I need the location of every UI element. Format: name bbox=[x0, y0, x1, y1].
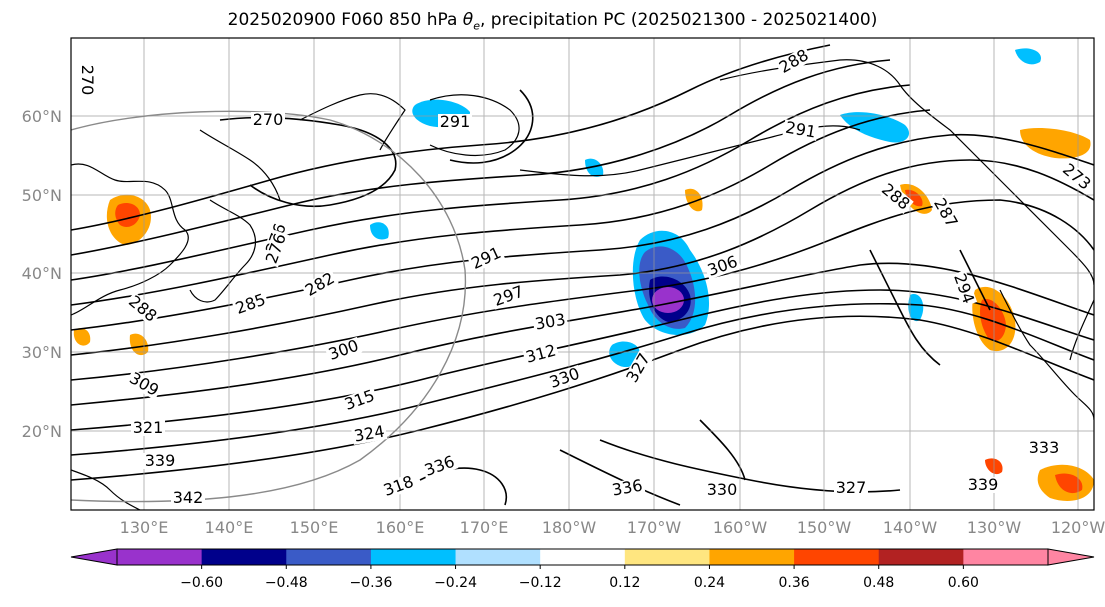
longitude-label: 150°W bbox=[797, 518, 852, 537]
longitude-label: 130°W bbox=[967, 518, 1022, 537]
graticule bbox=[71, 38, 1094, 510]
contour-label: 330 bbox=[707, 480, 738, 499]
precip-blob bbox=[115, 203, 140, 227]
colorbar-segment bbox=[963, 549, 1049, 565]
map-frame bbox=[70, 37, 1095, 511]
precip-blob bbox=[1015, 48, 1041, 65]
precip-blob bbox=[585, 158, 604, 177]
latitude-label: 30°N bbox=[22, 343, 62, 362]
colorbar-extend-low bbox=[70, 548, 118, 566]
contour-label: 291 bbox=[440, 112, 471, 131]
longitude-label: 140°E bbox=[205, 518, 254, 537]
precip-blob bbox=[1020, 128, 1091, 159]
colorbar-outline bbox=[116, 548, 1049, 566]
longitude-labels: 130°E 140°E 150°E 160°E 170°E 180°W 170°W 160°W… bbox=[120, 518, 1105, 537]
precip-blob bbox=[609, 341, 641, 368]
colorbar-segment bbox=[709, 549, 795, 565]
longitude-label: 180°W bbox=[542, 518, 597, 537]
contour-label: 327 bbox=[836, 478, 867, 497]
colorbar-tick-label: 0.24 bbox=[694, 575, 725, 591]
colorbar-segment bbox=[540, 549, 626, 565]
colorbar: −0.60 −0.48 −0.36 −0.24 −0.12 0.12 0.24 0.36 0.4… bbox=[70, 548, 1095, 591]
latitude-labels: 60°N 50°N 40°N 30°N 20°N bbox=[22, 107, 62, 441]
colorbar-tick-label: 0.12 bbox=[609, 575, 640, 591]
colorbar-tick-label: −0.60 bbox=[180, 575, 223, 591]
contour-label: 339 bbox=[145, 451, 176, 470]
contour-label: 339 bbox=[968, 475, 999, 494]
colorbar-tick-label: −0.36 bbox=[349, 575, 392, 591]
colorbar-tick-label: −0.24 bbox=[434, 575, 477, 591]
latitude-label: 60°N bbox=[22, 107, 62, 126]
colorbar-tick-label: 0.60 bbox=[948, 575, 979, 591]
longitude-label: 170°W bbox=[627, 518, 682, 537]
contour-label: 333 bbox=[1029, 438, 1060, 457]
colorbar-tick-label: −0.12 bbox=[519, 575, 562, 591]
precip-shading bbox=[73, 48, 1094, 501]
precip-blob bbox=[73, 328, 91, 346]
contour-label: 321 bbox=[133, 418, 164, 437]
longitude-label: 150°E bbox=[290, 518, 339, 537]
latitude-label: 40°N bbox=[22, 264, 62, 283]
precip-blob bbox=[840, 112, 910, 143]
longitude-label: 130°E bbox=[120, 518, 169, 537]
longitude-label: 160°E bbox=[376, 518, 425, 537]
latitude-label: 50°N bbox=[22, 186, 62, 205]
colorbar-segment bbox=[794, 549, 880, 565]
colorbar-segment bbox=[370, 549, 457, 565]
contour-label: 270 bbox=[253, 110, 284, 129]
longitude-label: 160°W bbox=[713, 518, 768, 537]
colorbar-segment bbox=[624, 549, 710, 565]
colorbar-tick-label: 0.36 bbox=[779, 575, 810, 591]
longitude-label: 140°W bbox=[883, 518, 938, 537]
latitude-label: 20°N bbox=[22, 422, 62, 441]
colorbar-segment bbox=[117, 549, 203, 565]
precip-blob bbox=[905, 189, 923, 207]
contour-label: 270 bbox=[78, 65, 97, 96]
map-title: 2025020900 F060 850 hPa θe, precipitatio… bbox=[227, 10, 878, 33]
colorbar-tick-label: −0.48 bbox=[265, 575, 308, 591]
colorbar-segment bbox=[286, 549, 372, 565]
longitude-label: 170°E bbox=[460, 518, 509, 537]
colorbar-segment bbox=[455, 549, 541, 565]
precip-blob bbox=[685, 188, 703, 212]
longitude-label: 120°W bbox=[1051, 518, 1105, 537]
precip-blob bbox=[1055, 473, 1083, 494]
colorbar-tick-label: 0.48 bbox=[863, 575, 894, 591]
coastlines bbox=[71, 59, 1094, 510]
precip-blob bbox=[908, 294, 924, 322]
precip-blob bbox=[652, 287, 684, 313]
contour-label: 342 bbox=[173, 488, 204, 507]
colorbar-extend-high bbox=[1047, 548, 1095, 566]
colorbar-segment bbox=[878, 549, 964, 565]
precip-blob bbox=[370, 222, 389, 240]
colorbar-segment bbox=[201, 549, 287, 565]
domain-outline bbox=[71, 110, 467, 503]
